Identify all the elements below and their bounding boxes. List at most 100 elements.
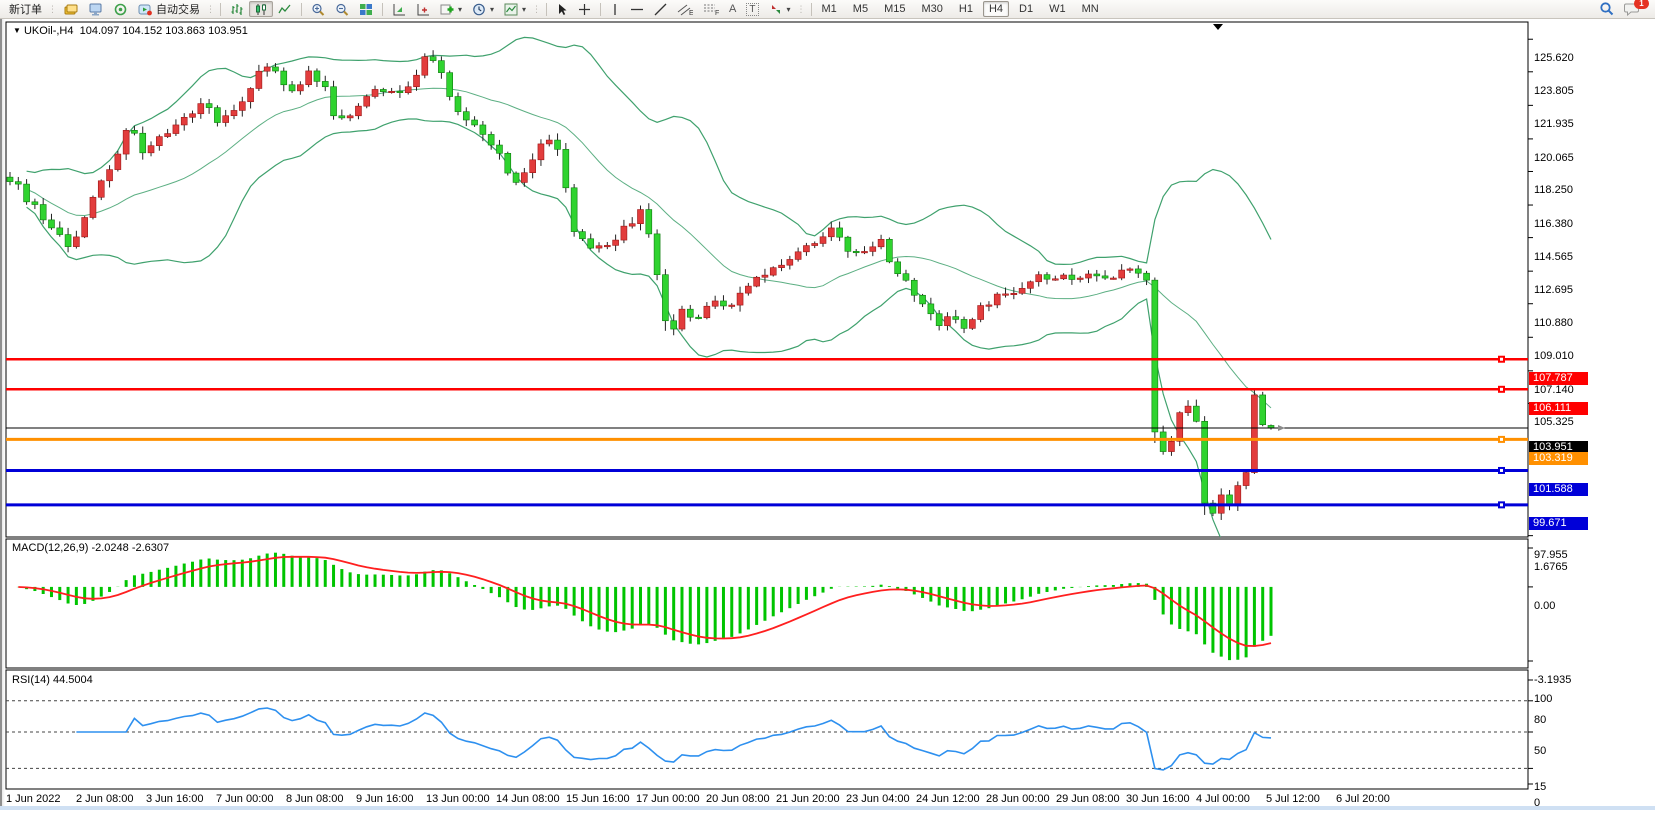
toolbar-separator xyxy=(301,2,302,16)
new-order-button[interactable]: 新订单 xyxy=(4,1,47,17)
candlestick-type-button[interactable] xyxy=(249,1,273,17)
price-axis-tick: 120.065 xyxy=(1534,151,1574,164)
macd-label: MACD(12,26,9) -2.0248 -2.6307 xyxy=(12,542,170,554)
toolbar: 新订单 ⋮ 自动交易 ⋮ xyxy=(0,0,1655,19)
objects-window-button[interactable] xyxy=(411,1,435,17)
timeframe-button-mn[interactable]: MN xyxy=(1081,3,1099,15)
profiles-button[interactable] xyxy=(83,1,108,17)
trendline-button[interactable] xyxy=(649,1,672,17)
bollinger-upper-line xyxy=(26,36,1272,266)
svg-text:E: E xyxy=(689,10,693,16)
price-axis-tick: 110.880 xyxy=(1534,316,1573,329)
time-axis-label: 3 Jun 16:00 xyxy=(146,793,204,805)
chart-shift-marker xyxy=(1213,24,1223,30)
rsi-label: RSI(14) 44.5004 xyxy=(12,674,93,686)
zoom-in-icon xyxy=(312,3,325,16)
toolbar-separator xyxy=(382,2,383,16)
macd-signal-line xyxy=(18,555,1272,647)
time-axis-label: 28 Jun 00:00 xyxy=(986,793,1050,805)
notifications-button[interactable]: 1 xyxy=(1619,0,1649,17)
label-tool-button[interactable]: T xyxy=(741,1,763,17)
time-axis-label: 8 Jun 08:00 xyxy=(286,793,344,805)
channel-button[interactable]: E xyxy=(672,1,698,17)
svg-text:F: F xyxy=(715,10,719,16)
line-chart-type-button[interactable] xyxy=(273,1,297,17)
signals-button[interactable] xyxy=(108,1,133,17)
chart-canvas[interactable] xyxy=(0,19,1655,810)
pane-frames xyxy=(5,21,1529,790)
candlestick-icon xyxy=(256,3,266,15)
equidistant-channel-icon: E xyxy=(677,4,693,16)
chart-markers xyxy=(1213,24,1285,432)
bar-chart-type-button[interactable] xyxy=(225,1,249,17)
macd-axis-tick: 1.6765 xyxy=(1534,561,1568,573)
chart-expand-icon[interactable]: ▼ xyxy=(13,26,21,35)
chart-symbol-period: UKOil-,H4 xyxy=(23,25,74,37)
time-axis-label: 13 Jun 00:00 xyxy=(426,793,490,805)
timeframe-button-m15[interactable]: M15 xyxy=(884,3,906,15)
time-axis-label: 6 Jul 20:00 xyxy=(1336,793,1390,805)
cursor-button[interactable] xyxy=(551,1,573,17)
timeframe-button-m30[interactable]: M30 xyxy=(921,3,943,15)
timeframe-button-w1[interactable]: W1 xyxy=(1049,3,1066,15)
window-bottom-edge xyxy=(0,806,1655,810)
rsi-line xyxy=(76,707,1272,771)
autotrade-button[interactable]: 自动交易 xyxy=(133,1,205,17)
horizontal-line-icon xyxy=(631,8,644,10)
timeframe-button-m5[interactable]: M5 xyxy=(852,3,869,15)
cursor-icon xyxy=(559,3,567,15)
text-tool-button[interactable]: A xyxy=(724,1,741,17)
search-button[interactable] xyxy=(1594,1,1619,17)
toolbar-separator xyxy=(220,2,221,16)
dropdown-caret: ▾ xyxy=(490,4,495,14)
autotrade-label: 自动交易 xyxy=(156,4,200,16)
vertical-line-button[interactable] xyxy=(605,1,625,17)
level-price-badge: 103.319 xyxy=(1529,451,1588,465)
horizontal-line-button[interactable] xyxy=(625,1,649,17)
window-left-edge xyxy=(0,19,5,810)
timeframe-button-h1[interactable]: H1 xyxy=(958,3,973,15)
chart-frame-plus-icon xyxy=(417,3,429,15)
zoom-in-button[interactable] xyxy=(306,1,330,17)
price-axis-tick: 116.380 xyxy=(1534,218,1573,231)
dropdown-caret: ▾ xyxy=(458,4,463,14)
add-indicator-button[interactable]: ▾ xyxy=(435,1,467,17)
tile-windows-icon xyxy=(360,3,372,15)
time-axis-label: 30 Jun 16:00 xyxy=(1126,793,1190,805)
toolbar-separator xyxy=(546,2,548,16)
time-axis-label: 21 Jun 20:00 xyxy=(776,793,840,805)
indicator-window-button[interactable] xyxy=(387,1,411,17)
timeframe-button-m1[interactable]: M1 xyxy=(821,3,837,15)
time-axis-label: 14 Jun 08:00 xyxy=(496,793,560,805)
time-axis-label: 23 Jun 04:00 xyxy=(846,793,910,805)
label-tool-icon: T xyxy=(746,2,759,16)
time-axis-label: 15 Jun 16:00 xyxy=(566,793,630,805)
line-chart-icon xyxy=(278,4,291,13)
crosshair-button[interactable] xyxy=(573,1,596,17)
arrows-tool-button[interactable]: ▾ xyxy=(764,1,796,17)
macd-axis-tick: 0.00 xyxy=(1534,599,1556,612)
chart-ohlc-values: 104.097 104.152 103.863 103.951 xyxy=(79,25,248,37)
templates-button[interactable]: ▾ xyxy=(499,1,531,17)
add-indicator-icon xyxy=(440,4,454,14)
new-chart-button[interactable] xyxy=(58,1,83,17)
time-axis-label: 9 Jun 16:00 xyxy=(356,793,414,805)
timeframe-button-h4[interactable]: H4 xyxy=(982,1,1010,17)
toolbar-grip: ⋮ xyxy=(532,3,542,14)
tile-windows-button[interactable] xyxy=(354,1,378,17)
rsi-axis-tick: 50 xyxy=(1534,745,1547,757)
rsi-axis-tick: 0 xyxy=(1534,797,1541,809)
crosshair-icon xyxy=(579,3,591,15)
price-axis-tick: 114.565 xyxy=(1534,250,1573,263)
price-axis-tick: 109.010 xyxy=(1534,350,1574,363)
periods-button[interactable]: ▾ xyxy=(467,1,499,17)
last-price-arrow xyxy=(1278,425,1285,432)
time-axis-label: 7 Jun 00:00 xyxy=(216,793,274,805)
new-order-label: 新订单 xyxy=(9,4,42,16)
zoom-out-button[interactable] xyxy=(330,1,354,17)
rsi-axis-tick: 100 xyxy=(1534,693,1553,705)
timeframe-button-d1[interactable]: D1 xyxy=(1019,3,1034,15)
fibonacci-button[interactable]: F xyxy=(698,1,724,17)
time-axis-label: 4 Jul 00:00 xyxy=(1196,793,1250,805)
new-chart-icon xyxy=(64,4,78,14)
